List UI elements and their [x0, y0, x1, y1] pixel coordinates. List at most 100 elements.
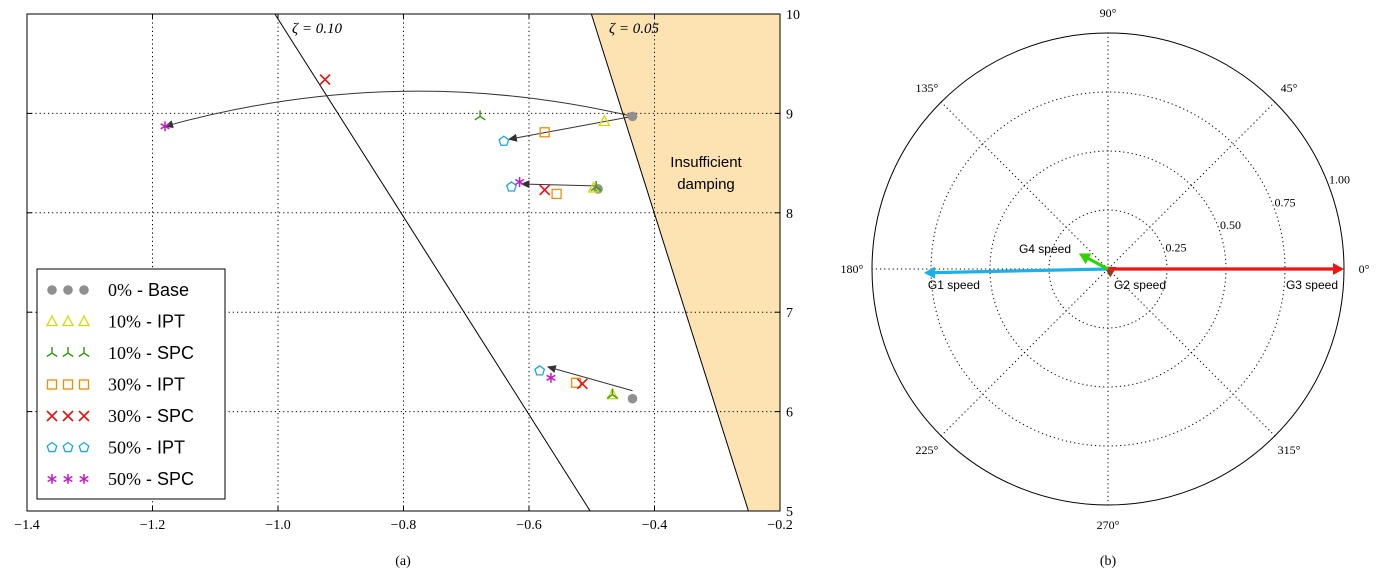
legend-item-0-base: 0% - Base	[47, 280, 189, 300]
angle-tick-label: 90°	[1100, 6, 1117, 20]
legend-marker-10-ipt	[45, 314, 59, 327]
point-30-spc	[576, 378, 588, 390]
polar-grid-spoke	[940, 268, 1109, 437]
angle-tick-labels: 0° 45° 90° 135° 180° 225° 270° 315°	[841, 6, 1370, 532]
shift-arrow	[546, 365, 633, 392]
shift-arrows	[164, 90, 633, 392]
point-50-ipt	[534, 365, 546, 376]
legend-marker-50-ipt	[62, 441, 74, 453]
caption-b: (b)	[1100, 554, 1117, 569]
plot-area	[27, 14, 780, 511]
y-tick-label: 6	[786, 406, 793, 421]
legend-marker-0-base	[79, 285, 89, 295]
speed-vectors	[923, 253, 1344, 279]
legend-marker-50-ipt	[78, 441, 90, 453]
legend-marker-10-spc	[46, 347, 58, 358]
angle-tick-label: 315°	[1278, 443, 1301, 457]
point-10-ipt	[598, 114, 611, 127]
panel-b-polar-plot: 0.25 0.50 0.75 1.00 0° 45° 90° 135° 180° 225° 270…	[841, 6, 1370, 569]
legend-label: 50% - SPC	[108, 469, 194, 489]
radial-tick-labels: 0.25 0.50 0.75 1.00	[1166, 173, 1351, 255]
y-tick-label: 7	[786, 306, 793, 321]
legend-marker-30-spc	[46, 410, 58, 422]
point-0-base	[627, 393, 638, 404]
radial-tick-label: 1.00	[1329, 173, 1350, 187]
legend-marker-30-spc	[62, 410, 74, 422]
vector-g3-speed	[1108, 263, 1344, 275]
region-label-line1: Insufficient	[670, 154, 742, 171]
point-30-spc	[539, 184, 551, 196]
x-tick-label: −0.8	[391, 518, 416, 533]
legend-marker-30-ipt	[62, 379, 74, 390]
legend-item-10-spc: 10% - SPC	[46, 343, 194, 363]
point-50-spc	[546, 372, 556, 383]
point-0-base	[627, 111, 638, 122]
legend-item-10-ipt: 10% - IPT	[45, 312, 185, 332]
zeta-010-label: ζ = 0.10	[292, 21, 342, 37]
point-50-spc	[160, 121, 170, 132]
shift-arrow	[164, 90, 633, 129]
insufficient-damping-region	[591, 14, 780, 511]
angle-tick-label: 270°	[1097, 518, 1120, 532]
legend-item-30-spc: 30% - SPC	[46, 406, 194, 426]
legend-label: 10% - SPC	[108, 343, 194, 363]
point-10-ipt	[606, 387, 619, 400]
angle-tick-label: 225°	[916, 443, 939, 457]
legend-label: 30% - SPC	[108, 406, 194, 426]
radial-tick-label: 0.75	[1275, 195, 1296, 209]
point-50-ipt	[498, 135, 510, 146]
radial-tick-label: 0.50	[1220, 218, 1241, 232]
point-10-spc	[606, 388, 619, 399]
legend-label: 30% - IPT	[108, 375, 185, 395]
legend-marker-0-base	[47, 285, 57, 295]
shift-arrow	[520, 180, 600, 189]
vector-g1-speed	[923, 266, 1109, 279]
y-axis-ticks: 5 6 7 8 9 10	[27, 8, 800, 520]
y-tick-label: 10	[786, 8, 800, 23]
legend-marker-50-spc	[63, 474, 73, 484]
legend: 0% - Base 10% - IPT 10% - SPC 30% - IPT 30% …	[36, 268, 226, 500]
legend-item-50-spc: 50% - SPC	[47, 469, 194, 489]
legend-item-30-ipt: 30% - IPT	[46, 375, 185, 395]
y-tick-label: 9	[786, 107, 793, 122]
grid-lines	[27, 14, 780, 511]
legend-label: 10% - IPT	[108, 312, 185, 332]
point-50-spc	[514, 176, 525, 187]
point-30-spc	[319, 74, 331, 86]
vector-label-g1-speed: G1 speed	[928, 278, 980, 292]
panel-a-root-locus: −1.4 −1.2 −1.0 −0.8 −0.6 −0.4 −0.2 5 6 7 8 9 10 ζ =…	[14, 8, 800, 569]
x-tick-label: −1.0	[265, 518, 290, 533]
x-tick-label: −1.2	[140, 518, 165, 533]
zeta-005-line	[590, 14, 749, 511]
legend-marker-0-base	[63, 285, 73, 295]
caption-a: (a)	[395, 554, 411, 569]
vector-label-g2-speed: G2 speed	[1114, 278, 1166, 292]
angle-tick-label: 180°	[841, 262, 864, 276]
legend-marker-30-ipt	[78, 379, 90, 390]
polar-grid-spoke	[940, 101, 1109, 270]
y-tick-label: 8	[786, 207, 793, 222]
vector-label-g3-speed: G3 speed	[1286, 278, 1338, 292]
x-tick-label: −0.4	[642, 518, 667, 533]
legend-marker-10-ipt	[61, 314, 75, 327]
legend-marker-10-spc	[78, 347, 90, 358]
legend-marker-50-ipt	[46, 441, 58, 453]
zeta-010-line	[274, 14, 591, 511]
point-30-ipt	[539, 127, 550, 138]
legend-label: 50% - IPT	[108, 438, 185, 458]
point-10-spc	[474, 110, 486, 121]
x-tick-label: −0.6	[516, 518, 541, 533]
angle-tick-label: 135°	[916, 81, 939, 95]
point-30-ipt	[551, 188, 562, 200]
angle-tick-label: 45°	[1281, 81, 1298, 95]
point-50-ipt	[505, 181, 517, 192]
legend-marker-30-spc	[78, 410, 90, 422]
region-label-line2: damping	[677, 176, 735, 193]
legend-marker-50-spc	[47, 474, 57, 484]
vector-label-g4-speed: G4 speed	[1019, 242, 1071, 256]
shift-arrow	[507, 115, 633, 142]
radial-tick-label: 0.25	[1166, 240, 1187, 254]
vector-g4-speed	[1078, 253, 1109, 271]
legend-marker-30-ipt	[46, 379, 58, 390]
